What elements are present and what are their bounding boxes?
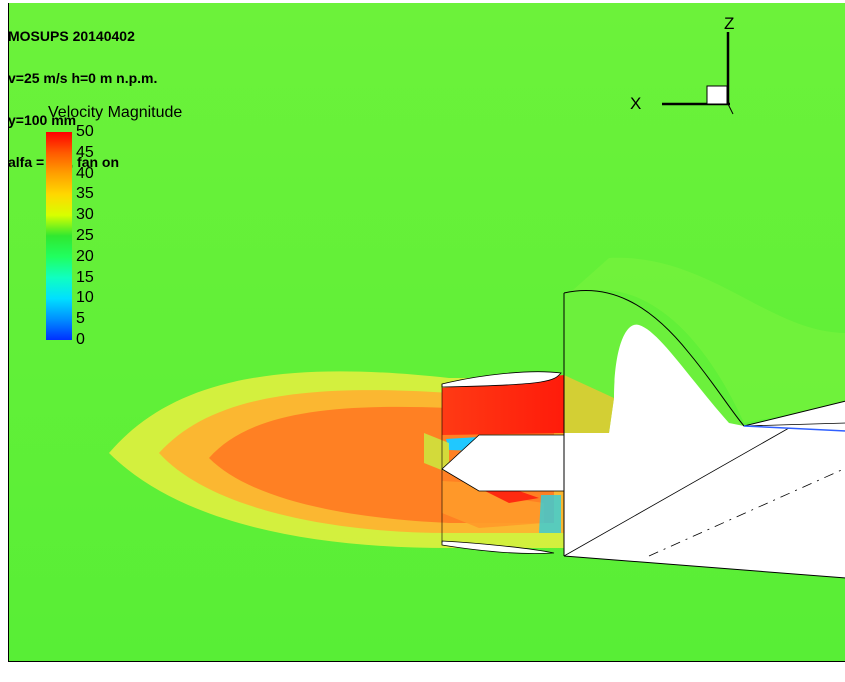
upper-duct-lip	[441, 371, 562, 388]
legend-title: Velocity Magnitude	[48, 104, 183, 121]
low-velocity-spot-2	[539, 495, 561, 533]
legend-tick-label: 10	[76, 289, 94, 307]
lower-hot-spot	[479, 488, 539, 503]
upper-flow-region	[564, 257, 845, 423]
legend-tick-label: 15	[76, 268, 94, 286]
legend-color-bar	[46, 132, 72, 340]
lower-duct-lip	[441, 540, 555, 554]
legend-tick-label: 40	[76, 164, 94, 182]
z-axis-label: Z	[724, 14, 735, 33]
legend-tick-label: 5	[76, 310, 85, 328]
legend-tick-label: 25	[76, 227, 94, 244]
fairing-surface	[609, 324, 729, 433]
legend-tick-label: 20	[76, 247, 94, 265]
header-line-3: y=100 mm	[8, 112, 77, 128]
axis-triad: Z X	[622, 14, 742, 124]
lower-jet-band	[442, 481, 544, 528]
x-axis-label: X	[630, 94, 642, 113]
velocity-contour-plot	[8, 3, 845, 662]
legend-tick-label: 45	[76, 143, 94, 161]
legend-gradient	[46, 132, 72, 340]
mixing-region	[424, 433, 449, 473]
legend-tick-label: 50	[76, 123, 94, 140]
header-line-2: v=25 m/s h=0 m n.p.m.	[8, 70, 158, 86]
header-line-1: MOSUPS 20140402	[8, 28, 135, 44]
legend-tick-label: 35	[76, 185, 94, 203]
legend-tick-label: 0	[76, 331, 85, 348]
legend-tick-label: 30	[76, 206, 94, 224]
fuselage-lower	[564, 423, 845, 578]
jet-hot-core	[442, 375, 569, 435]
contour-field	[9, 3, 845, 661]
plot-header: MOSUPS 20140402 v=25 m/s h=0 m n.p.m. y=…	[8, 1, 157, 197]
